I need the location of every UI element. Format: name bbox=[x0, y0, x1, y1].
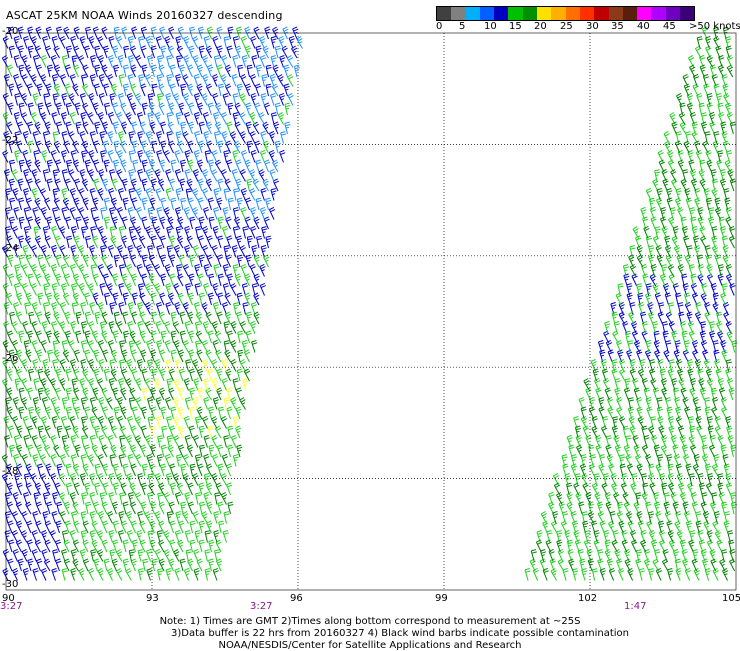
light-blue-wind-barbs bbox=[100, 26, 303, 220]
legend-color-bar bbox=[436, 6, 696, 21]
legend-tick-label: >50 knots bbox=[689, 21, 740, 32]
legend-swatch bbox=[637, 7, 652, 20]
pass-time-label: 1:47 bbox=[624, 601, 647, 612]
legend-swatch bbox=[565, 7, 580, 20]
footnote-line-3: NOAA/NESDIS/Center for Satellite Applica… bbox=[218, 640, 522, 651]
legend-tick-label: 35 bbox=[611, 21, 624, 32]
lat-label: -30 bbox=[2, 579, 19, 590]
legend-swatch bbox=[608, 7, 623, 20]
legend-tick-label: 5 bbox=[459, 21, 466, 32]
map-frame bbox=[5, 32, 737, 591]
legend-swatch bbox=[651, 7, 666, 20]
legend-swatch bbox=[622, 7, 638, 20]
legend-swatch bbox=[579, 7, 595, 20]
pass-time-label: 3:27 bbox=[250, 601, 273, 612]
legend-swatch bbox=[537, 7, 552, 20]
legend-swatch bbox=[522, 7, 538, 20]
lat-label: -20 bbox=[2, 26, 19, 37]
legend-tick-label: 30 bbox=[586, 21, 599, 32]
legend-tick-label: 10 bbox=[484, 21, 497, 32]
lat-label: -26 bbox=[2, 353, 19, 364]
lon-label: 105 bbox=[722, 593, 740, 604]
legend-swatch bbox=[594, 7, 609, 20]
footnote-line-1: Note: 1) Times are GMT 2)Times along bot… bbox=[159, 616, 581, 627]
legend-tick-label: 20 bbox=[534, 21, 547, 32]
dark-green-wind-barbs bbox=[1, 26, 736, 581]
legend-swatch bbox=[437, 7, 452, 20]
legend-swatch bbox=[508, 7, 523, 20]
pass-time-label: 3:27 bbox=[0, 601, 23, 612]
lat-label: -24 bbox=[2, 243, 19, 254]
lon-label: 96 bbox=[290, 593, 303, 604]
lon-label: 99 bbox=[435, 593, 448, 604]
legend-tick-label: 0 bbox=[436, 21, 443, 32]
legend-tick-label: 25 bbox=[560, 21, 573, 32]
legend-tick-label: 45 bbox=[663, 21, 676, 32]
legend-swatch bbox=[479, 7, 495, 20]
legend-tick-label: 40 bbox=[637, 21, 650, 32]
legend-swatch bbox=[465, 7, 480, 20]
wind-barbs bbox=[1, 26, 738, 581]
lat-label: -22 bbox=[2, 135, 19, 146]
lon-label: 90 bbox=[2, 593, 15, 604]
lat-label: -28 bbox=[2, 466, 19, 477]
legend-swatch bbox=[494, 7, 509, 20]
footnote-line-2: 3)Data buffer is 22 hrs from 20160327 4)… bbox=[171, 628, 629, 639]
legend-tick-label: 15 bbox=[509, 21, 522, 32]
legend-swatch bbox=[680, 7, 695, 20]
legend-swatch bbox=[665, 7, 681, 20]
legend-swatch bbox=[451, 7, 466, 20]
yellow-wind-barbs bbox=[142, 358, 249, 439]
lon-label: 102 bbox=[578, 593, 598, 604]
green-wind-barbs bbox=[1, 26, 738, 581]
wind-speed-legend: 0 5 10 15 20 25 30 35 40 45 >50 knots bbox=[436, 6, 740, 36]
legend-swatch bbox=[551, 7, 566, 20]
map-title: ASCAT 25KM NOAA Winds 20160327 descendin… bbox=[6, 9, 283, 22]
blue-wind-barbs bbox=[1, 26, 736, 581]
lon-label: 93 bbox=[146, 593, 159, 604]
